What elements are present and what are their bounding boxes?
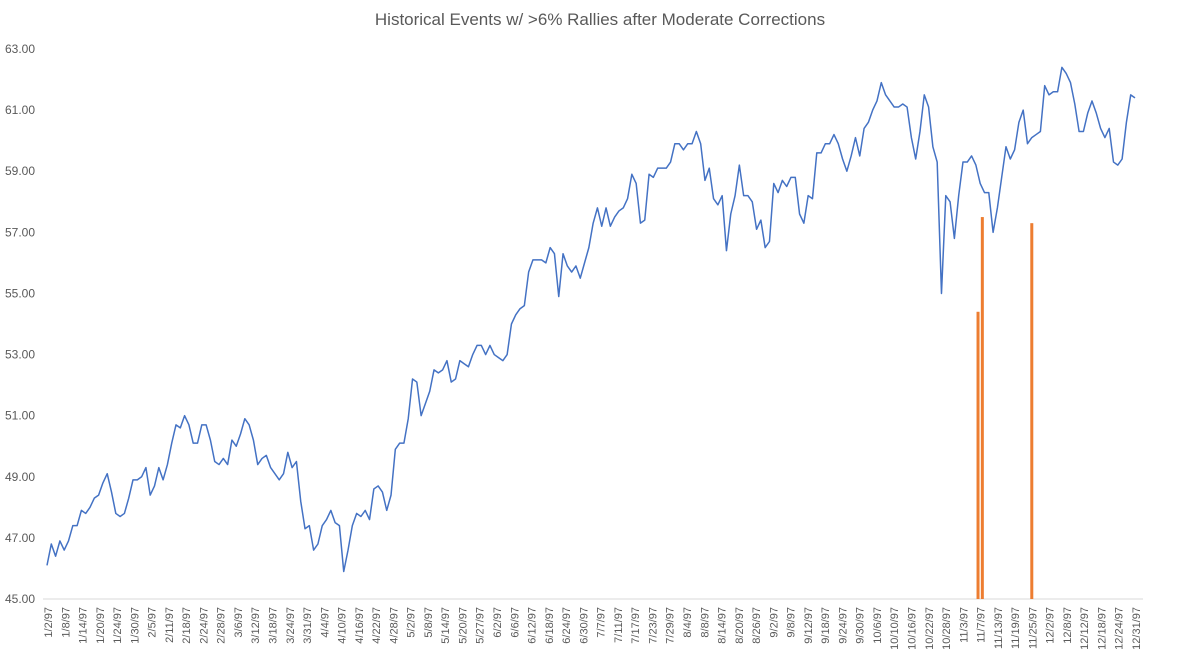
x-tick-label: 10/28/97 <box>941 607 953 650</box>
x-tick-label: 8/26/97 <box>751 607 763 644</box>
y-tick-label: 61.00 <box>5 103 35 117</box>
x-tick-label: 9/8/97 <box>786 607 798 638</box>
x-tick-label: 2/11/97 <box>164 607 176 643</box>
x-tick-label: 6/18/97 <box>544 607 556 644</box>
x-tick-label: 8/4/97 <box>682 607 694 638</box>
x-tick-label: 8/20/97 <box>734 607 746 644</box>
x-tick-label: 7/23/97 <box>647 607 659 644</box>
x-tick-label: 6/30/97 <box>578 607 590 644</box>
y-tick-label: 63.00 <box>5 42 35 56</box>
x-tick-label: 11/7/97 <box>976 607 988 643</box>
x-tick-label: 9/30/97 <box>855 607 867 644</box>
x-tick-label: 1/2/97 <box>43 607 55 638</box>
x-tick-label: 4/16/97 <box>354 607 366 644</box>
x-tick-label: 9/24/97 <box>837 607 849 644</box>
x-tick-label: 12/24/97 <box>1114 607 1126 650</box>
x-tick-label: 12/31/97 <box>1131 607 1143 650</box>
x-tick-label: 5/2/97 <box>406 607 418 638</box>
x-tick-label: 3/18/97 <box>268 607 280 644</box>
x-tick-label: 6/12/97 <box>527 607 539 644</box>
y-tick-label: 49.00 <box>5 470 35 484</box>
x-tick-label: 3/6/97 <box>233 607 245 638</box>
x-tick-label: 3/31/97 <box>302 607 314 644</box>
x-tick-label: 3/12/97 <box>250 607 262 644</box>
x-tick-label: 10/10/97 <box>889 607 901 650</box>
y-tick-label: 59.00 <box>5 164 35 178</box>
x-tick-label: 1/8/97 <box>60 607 72 638</box>
x-tick-label: 2/5/97 <box>147 607 159 638</box>
x-tick-label: 1/30/97 <box>129 607 141 644</box>
y-tick-label: 45.00 <box>5 592 35 606</box>
x-tick-label: 6/2/97 <box>492 607 504 638</box>
x-tick-label: 5/8/97 <box>423 607 435 638</box>
x-tick-label: 5/20/97 <box>457 607 469 644</box>
series-line <box>46 66 1136 573</box>
event-bars <box>976 217 1034 600</box>
x-tick-label: 11/3/97 <box>958 607 970 643</box>
x-tick-label: 9/2/97 <box>768 607 780 638</box>
x-tick-label: 6/24/97 <box>561 607 573 644</box>
x-tick-label: 5/27/97 <box>475 607 487 644</box>
x-tick-label: 2/28/97 <box>216 607 228 644</box>
x-tick-label: 12/8/97 <box>1062 607 1074 644</box>
x-tick-label: 7/17/97 <box>630 607 642 644</box>
chart-title: Historical Events w/ >6% Rallies after M… <box>374 10 826 29</box>
x-tick-label: 5/14/97 <box>440 607 452 644</box>
y-tick-label: 47.00 <box>5 531 35 545</box>
x-tick-label: 10/22/97 <box>924 607 936 650</box>
y-axis: 45.00 47.00 49.00 51.00 53.00 55.00 57.00 59.00… <box>5 42 35 606</box>
y-tick-label: 57.00 <box>5 225 35 239</box>
x-tick-label: 7/11/97 <box>613 607 625 643</box>
event-bar <box>980 217 984 600</box>
x-tick-label: 3/24/97 <box>285 607 297 644</box>
x-tick-label: 9/12/97 <box>803 607 815 644</box>
x-tick-label: 7/7/97 <box>596 607 608 638</box>
x-tick-label: 12/2/97 <box>1045 607 1057 644</box>
x-tick-label: 1/14/97 <box>78 607 90 644</box>
x-tick-label: 4/10/97 <box>337 607 349 644</box>
y-tick-label: 51.00 <box>5 409 35 423</box>
x-tick-label: 4/4/97 <box>319 607 331 638</box>
x-tick-label: 8/8/97 <box>699 607 711 638</box>
x-tick-label: 11/25/97 <box>1027 607 1039 649</box>
y-tick-label: 55.00 <box>5 286 35 300</box>
y-tick-label: 53.00 <box>5 348 35 362</box>
x-tick-label: 2/18/97 <box>181 607 193 644</box>
x-tick-label: 9/18/97 <box>820 607 832 644</box>
event-bar <box>976 311 980 599</box>
x-tick-label: 10/6/97 <box>872 607 884 644</box>
x-tick-label: 1/20/97 <box>95 607 107 644</box>
x-tick-label: 4/28/97 <box>388 607 400 644</box>
x-tick-label: 11/13/97 <box>993 607 1005 649</box>
series-group <box>46 66 1136 573</box>
x-tick-label: 2/24/97 <box>198 607 210 644</box>
x-tick-label: 12/12/97 <box>1079 607 1091 650</box>
x-tick-label: 4/22/97 <box>371 607 383 644</box>
x-tick-label: 7/29/97 <box>665 607 677 644</box>
x-tick-label: 10/16/97 <box>906 607 918 650</box>
x-tick-label: 8/14/97 <box>717 607 729 644</box>
event-bar <box>1030 223 1034 599</box>
x-tick-label: 1/24/97 <box>112 607 124 644</box>
x-tick-label: 6/6/97 <box>509 607 521 638</box>
x-tick-label: 12/18/97 <box>1096 607 1108 650</box>
x-axis: 1/2/97 1/8/97 1/14/97 1/20/97 1/24/97 1/30/97… <box>43 598 1143 650</box>
x-tick-label: 11/19/97 <box>1010 607 1022 649</box>
